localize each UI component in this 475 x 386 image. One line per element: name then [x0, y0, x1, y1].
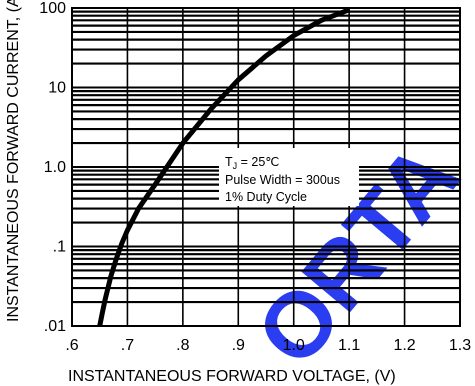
grid	[72, 8, 460, 326]
x-axis-title: INSTANTANEOUS FORWARD VOLTAGE, (V)	[68, 368, 396, 385]
annotation-line-3: 1% Duty Cycle	[225, 190, 307, 204]
x-tick-label: 1.3	[449, 337, 471, 354]
plot-border	[71, 7, 461, 327]
annotation-box: TJ = 25℃ Pulse Width = 300us 1% Duty Cyc…	[219, 148, 359, 206]
annotation-line-2: Pulse Width = 300us	[225, 173, 340, 187]
x-tick-label: .9	[232, 337, 245, 354]
x-tick-labels: .6 .7 .8 .9 1.0 1.1 1.2 1.3	[65, 337, 471, 354]
x-tick-label: .6	[65, 337, 78, 354]
y-tick-label: 10	[48, 80, 66, 97]
annotation-bg	[219, 148, 359, 206]
series-curve	[97, 7, 350, 327]
y-tick-label: 100	[39, 0, 66, 17]
x-tick-label: .7	[121, 337, 134, 354]
x-tick-label: 1.1	[338, 337, 360, 354]
annotation-tj: T	[225, 155, 233, 169]
annotation-tj-unit: ℃	[265, 155, 279, 169]
x-tick-label: 1.0	[283, 337, 305, 354]
annotation-tj-sub: J	[233, 161, 238, 171]
y-tick-label: 1.0	[44, 159, 66, 176]
forward-current-line	[97, 7, 350, 327]
y-tick-labels: .01 .1 1.0 10 100	[39, 0, 66, 335]
x-tick-label: .8	[176, 337, 189, 354]
annotation-tj-val: = 25	[237, 155, 265, 169]
y-axis-title: INSTANTANEOUS FORWARD CURRENT, (A)	[5, 0, 22, 322]
y-tick-label: .01	[44, 318, 66, 335]
x-tick-label: 1.2	[393, 337, 415, 354]
annotation-line-1: TJ = 25℃	[225, 155, 279, 171]
y-tick-label: .1	[53, 239, 66, 256]
plot-frame	[71, 7, 461, 327]
